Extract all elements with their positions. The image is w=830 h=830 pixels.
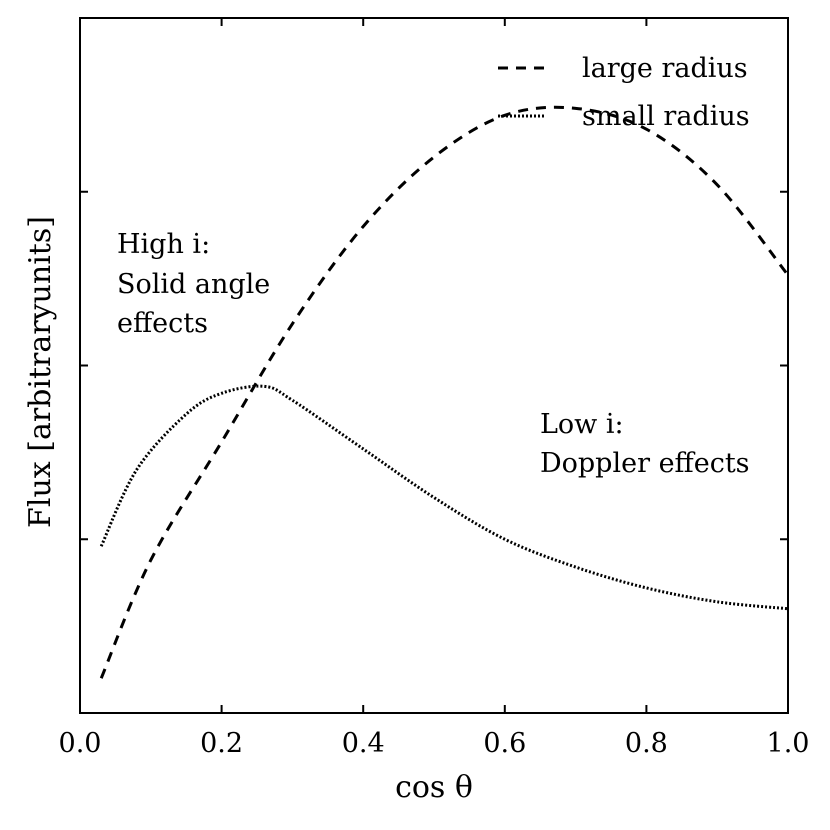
legend-label-large-radius: large radius — [582, 53, 748, 84]
annotation-high-i-line2: Solid angle — [117, 269, 270, 300]
annotation-low-i-line2: Doppler effects — [540, 448, 750, 479]
x-tick-label: 0.2 — [200, 728, 243, 759]
series-line-large-radius — [99, 105, 790, 679]
series-line-small-radius — [99, 384, 789, 611]
annotation-high-i-line1: High i: — [117, 229, 210, 260]
y-axis-label: Flux [arbitraryunits] — [23, 216, 58, 528]
x-tick-label: 0.6 — [483, 728, 526, 759]
annotation-low-i: Low i: Doppler effects — [540, 409, 750, 479]
axis-ticks — [79, 17, 789, 714]
x-tick-label: 0.8 — [625, 728, 668, 759]
x-axis-label: cos θ — [395, 770, 473, 805]
annotation-high-i: High i: Solid angle effects — [117, 229, 270, 339]
x-tick-labels: 0.0 0.2 0.4 0.6 0.8 1.0 — [59, 728, 810, 759]
series-group — [99, 105, 790, 679]
annotation-low-i-line1: Low i: — [540, 409, 624, 440]
x-tick-label: 0.4 — [342, 728, 385, 759]
annotation-high-i-line3: effects — [117, 308, 208, 339]
x-tick-label: 1.0 — [767, 728, 810, 759]
x-tick-label: 0.0 — [59, 728, 102, 759]
legend: large radius small radius — [498, 53, 750, 132]
legend-label-small-radius: small radius — [582, 101, 750, 132]
